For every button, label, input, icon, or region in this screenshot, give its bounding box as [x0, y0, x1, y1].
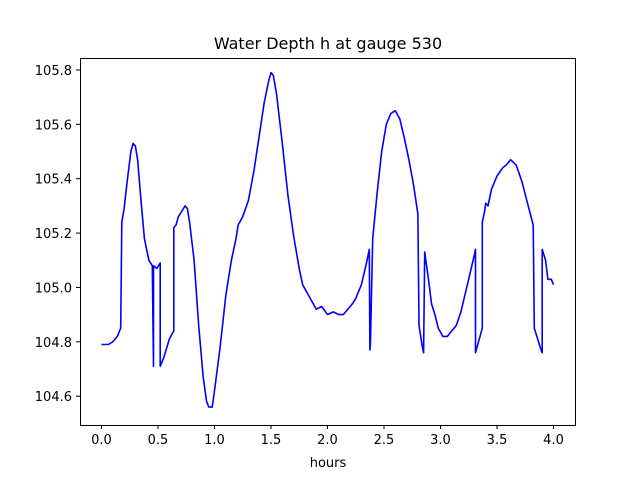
- x-tick-label: 3.0: [430, 433, 451, 448]
- x-tick-label: 3.5: [487, 433, 508, 448]
- x-axis: 0.0 0.5 1.0 1.5 2.0 2.5 3.0 3.5 4.0: [91, 425, 564, 448]
- x-tick-label: 0.0: [91, 433, 112, 448]
- x-tick-label: 4.0: [543, 433, 564, 448]
- series-line-0: [101, 71, 555, 408]
- y-tick-label: 105.8: [35, 64, 72, 79]
- y-tick-label: 105.0: [35, 281, 72, 296]
- x-tick-label: 2.0: [317, 433, 338, 448]
- x-tick-label: 1.5: [261, 433, 282, 448]
- y-tick-label: 105.4: [35, 173, 72, 188]
- x-tick-label: 1.0: [204, 433, 225, 448]
- y-axis: 104.6 104.8 105.0 105.2 105.4 105.6 105.8: [35, 64, 80, 405]
- x-axis-label: hours: [310, 456, 347, 471]
- y-tick-label: 105.6: [35, 118, 72, 133]
- plot-area: [101, 71, 555, 408]
- y-tick-label: 104.8: [35, 336, 72, 351]
- y-tick-label: 104.6: [35, 390, 72, 405]
- x-tick-label: 2.5: [374, 433, 395, 448]
- y-tick-label: 105.2: [35, 227, 72, 242]
- x-tick-label: 0.5: [148, 433, 169, 448]
- chart-title: Water Depth h at gauge 530: [214, 34, 442, 53]
